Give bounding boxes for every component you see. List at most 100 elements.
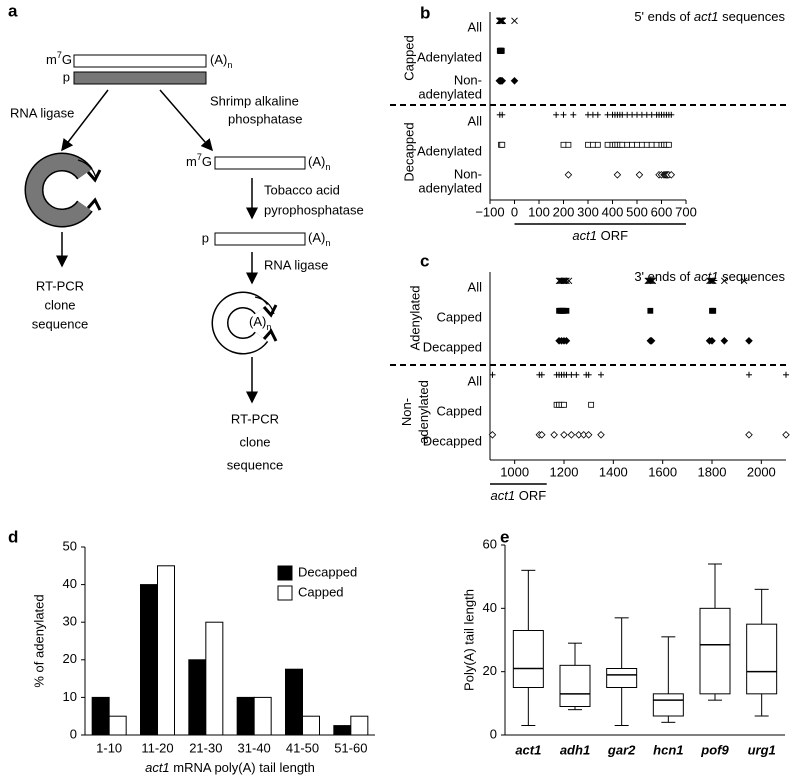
text-part: 3' ends of <box>634 269 694 284</box>
x-tick-label: 400 <box>602 204 624 219</box>
point <box>604 141 611 148</box>
arrow <box>61 89 109 152</box>
x-tick-label: 11-20 <box>141 740 173 755</box>
x-tick-label: 21-30 <box>189 740 222 755</box>
point <box>635 171 644 179</box>
text-part: ORF <box>597 228 628 243</box>
row-label: All <box>468 19 483 34</box>
step-label: phosphatase <box>228 111 302 126</box>
row-label: Adenylated <box>417 49 482 64</box>
point <box>643 141 650 148</box>
text-part: 7 <box>57 50 62 60</box>
readout-label: sequence <box>227 457 283 472</box>
point <box>720 277 728 285</box>
group-label-line: Adenylated <box>407 285 422 350</box>
bar <box>157 565 175 736</box>
group-label: Adenylated <box>407 285 422 350</box>
y-axis-title: Poly(A) tail length <box>461 589 476 691</box>
text-part: (A) <box>249 314 266 329</box>
box <box>559 664 591 707</box>
row-label: All <box>468 373 483 388</box>
point <box>565 141 572 148</box>
point <box>573 371 580 378</box>
bar <box>333 725 352 736</box>
chevron <box>86 169 102 183</box>
point <box>720 337 729 345</box>
point <box>489 371 496 378</box>
group-label-line: Decapped <box>401 122 416 181</box>
x-tick-label: pof9 <box>700 742 729 757</box>
group-label-line: adenylated <box>416 380 431 444</box>
chevron <box>262 328 278 342</box>
group-label: Capped <box>401 35 416 81</box>
point <box>745 431 753 439</box>
point-stroke <box>499 17 507 25</box>
point <box>708 277 716 285</box>
text-part: m <box>46 52 57 67</box>
step-label: pyrophosphatase <box>264 202 364 217</box>
row-label: Decapped <box>423 339 482 354</box>
panel-label: c <box>420 251 429 270</box>
phosphate-label: p <box>202 230 209 245</box>
point <box>511 17 518 25</box>
point <box>584 431 593 439</box>
y-tick-label: 50 <box>63 538 77 553</box>
diagram: m7G (A)n p RNA ligase Shrimp alkaline ph… <box>10 50 364 472</box>
legend-label: Decapped <box>298 564 357 579</box>
point-stroke <box>511 17 518 25</box>
point <box>639 141 645 148</box>
point-stroke <box>563 277 570 285</box>
point-stroke <box>740 277 748 285</box>
point <box>782 431 790 439</box>
point-stroke <box>648 277 655 285</box>
point <box>563 277 570 285</box>
point <box>594 141 601 148</box>
point <box>510 77 519 85</box>
x-tick-label: 700 <box>675 204 697 219</box>
text-part: act1 <box>491 488 516 503</box>
point <box>597 431 605 439</box>
text-part: act1 <box>572 228 597 243</box>
point <box>590 141 596 148</box>
readout-label: RT-PCR <box>36 278 84 293</box>
text-part: mRNA poly(A) tail length <box>170 760 315 775</box>
row-label: Decapped <box>423 433 482 448</box>
bar <box>236 696 255 736</box>
point <box>710 307 717 314</box>
polya-label: (A)n <box>308 230 330 248</box>
point <box>619 141 626 148</box>
text-part: (A) <box>210 52 227 67</box>
chevron <box>86 197 102 211</box>
rna-bar <box>73 71 207 85</box>
point <box>488 431 497 439</box>
point <box>567 431 576 439</box>
row-label: Capped <box>436 309 482 324</box>
point <box>553 111 560 118</box>
point <box>575 431 583 439</box>
x-tick-label: adh1 <box>560 742 590 757</box>
group-label: Non-adenylated <box>399 380 431 444</box>
box <box>512 630 544 688</box>
panel-label: d <box>8 527 18 546</box>
text-part: 5' ends of <box>634 9 694 24</box>
x-tick-label: 1-10 <box>96 740 122 755</box>
point <box>560 277 568 285</box>
point <box>588 401 595 408</box>
text-part: n <box>325 238 330 248</box>
y-tick-label: 0 <box>70 726 77 741</box>
cap-label: m7G <box>46 50 72 67</box>
y-tick-label: 20 <box>483 663 497 678</box>
point <box>647 307 654 314</box>
x-tick-label: gar2 <box>607 742 636 757</box>
point <box>629 141 635 148</box>
row-label: adenylated <box>418 180 482 195</box>
orf-label: act1 ORF <box>572 228 628 243</box>
cap-label: m7G <box>186 152 212 169</box>
point <box>648 141 655 148</box>
arrow <box>159 89 213 152</box>
polya-label: (A)n <box>308 154 330 172</box>
panel-label: b <box>420 3 430 22</box>
point <box>648 277 655 285</box>
